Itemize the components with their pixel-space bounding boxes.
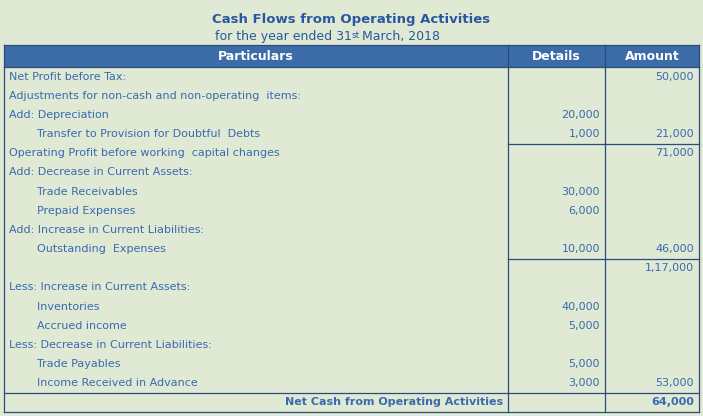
Text: March, 2018: March, 2018 — [359, 30, 441, 43]
Text: Net Cash from Operating Activities: Net Cash from Operating Activities — [285, 397, 503, 407]
Bar — [4, 45, 699, 67]
Text: 50,000: 50,000 — [655, 72, 694, 82]
Text: Less: Increase in Current Assets:: Less: Increase in Current Assets: — [9, 282, 191, 292]
Text: 20,000: 20,000 — [562, 110, 600, 120]
Text: 21,000: 21,000 — [655, 129, 694, 139]
Text: Trade Receivables: Trade Receivables — [9, 187, 138, 197]
Text: Cash Flows from Operating Activities: Cash Flows from Operating Activities — [212, 13, 491, 26]
Text: Accrued income: Accrued income — [9, 321, 127, 331]
Text: Net Profit before Tax:: Net Profit before Tax: — [9, 72, 126, 82]
Text: Inventories: Inventories — [9, 302, 100, 312]
Text: 1,17,000: 1,17,000 — [645, 263, 694, 273]
Text: Add: Depreciation: Add: Depreciation — [9, 110, 109, 120]
Text: 53,000: 53,000 — [655, 378, 694, 388]
Text: 1,000: 1,000 — [569, 129, 600, 139]
Text: 64,000: 64,000 — [651, 397, 694, 407]
Text: 5,000: 5,000 — [569, 359, 600, 369]
Text: 46,000: 46,000 — [655, 244, 694, 254]
Text: Outstanding  Expenses: Outstanding Expenses — [9, 244, 166, 254]
Text: 71,000: 71,000 — [655, 148, 694, 158]
Text: 40,000: 40,000 — [562, 302, 600, 312]
Text: 3,000: 3,000 — [569, 378, 600, 388]
Text: Add: Decrease in Current Assets:: Add: Decrease in Current Assets: — [9, 167, 193, 177]
Text: Details: Details — [532, 50, 581, 62]
Text: Transfer to Provision for Doubtful  Debts: Transfer to Provision for Doubtful Debts — [9, 129, 260, 139]
Text: 10,000: 10,000 — [562, 244, 600, 254]
Text: Less: Decrease in Current Liabilities:: Less: Decrease in Current Liabilities: — [9, 340, 212, 350]
Text: Operating Profit before working  capital changes: Operating Profit before working capital … — [9, 148, 280, 158]
Text: Add: Increase in Current Liabilities:: Add: Increase in Current Liabilities: — [9, 225, 204, 235]
Text: Prepaid Expenses: Prepaid Expenses — [9, 206, 136, 216]
Text: st: st — [352, 31, 360, 40]
Text: 5,000: 5,000 — [569, 321, 600, 331]
Bar — [508, 393, 699, 412]
Text: 30,000: 30,000 — [562, 187, 600, 197]
Text: for the year ended 31: for the year ended 31 — [214, 30, 352, 43]
Text: Particulars: Particulars — [218, 50, 294, 62]
Text: Income Received in Advance: Income Received in Advance — [9, 378, 198, 388]
Text: 6,000: 6,000 — [569, 206, 600, 216]
Text: Trade Payables: Trade Payables — [9, 359, 120, 369]
Text: Amount: Amount — [625, 50, 679, 62]
Text: Adjustments for non-cash and non-operating  items:: Adjustments for non-cash and non-operati… — [9, 91, 301, 101]
